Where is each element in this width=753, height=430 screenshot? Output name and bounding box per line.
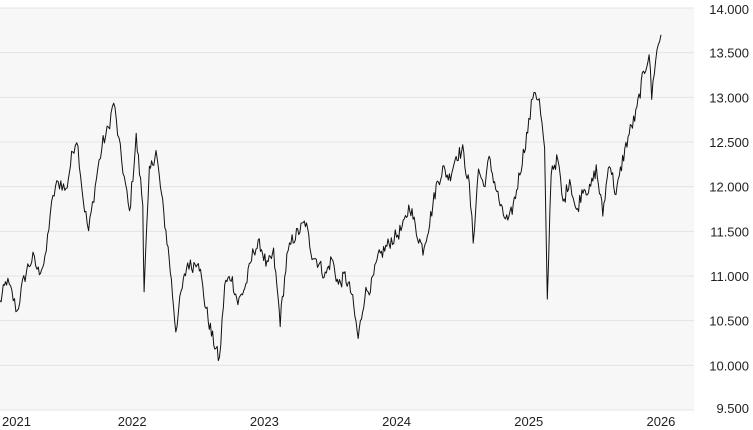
y-tick-label: 13.500: [709, 46, 749, 61]
series-line: [0, 34, 662, 362]
y-tick-label: 14.000: [709, 2, 749, 17]
x-tick-label: 2021: [2, 414, 31, 429]
x-tick-label: 2022: [118, 414, 147, 429]
y-axis-tick-labels: 9.500 10.000 10.500 11.000 11.500 12.000 12.50…: [709, 2, 749, 416]
x-tick-label: 2024: [382, 414, 411, 429]
gridlines: [0, 7, 694, 411]
y-tick-label: 9.500: [716, 401, 749, 416]
x-axis-tick-labels: 2021 2022 2023 2024 2025 2026: [2, 414, 675, 429]
x-tick-label: 2026: [646, 414, 675, 429]
x-tick-label: 2025: [514, 414, 543, 429]
x-tick-label: 2023: [250, 414, 279, 429]
plot-background: [0, 8, 694, 410]
y-tick-label: 10.000: [709, 358, 749, 373]
y-tick-label: 13.000: [709, 90, 749, 105]
series-line-group: [0, 34, 662, 362]
y-tick-label: 12.000: [709, 180, 749, 195]
y-tick-label: 12.500: [709, 135, 749, 150]
y-tick-label: 10.500: [709, 314, 749, 329]
y-tick-label: 11.000: [710, 269, 749, 284]
y-tick-label: 11.500: [710, 224, 749, 239]
